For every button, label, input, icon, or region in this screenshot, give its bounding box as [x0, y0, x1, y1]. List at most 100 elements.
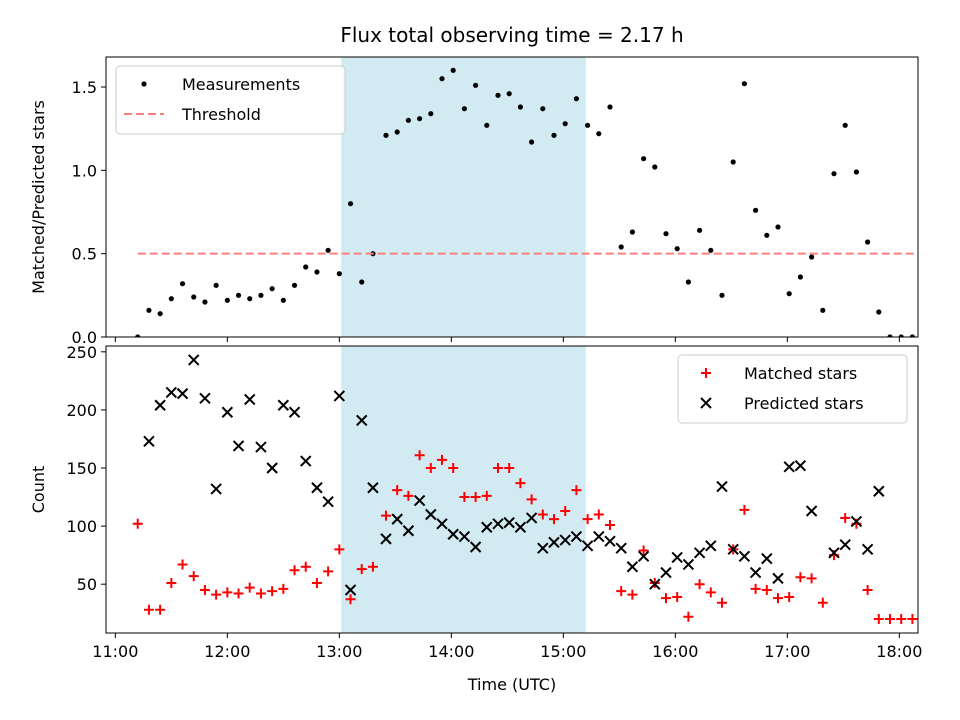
measurements-point: [224, 297, 230, 303]
measurements-point: [955, 334, 960, 339]
measurements-point: [417, 116, 423, 122]
legend-label: Measurements: [182, 75, 300, 94]
measurements-point: [495, 92, 501, 98]
y-tick-label-bottom: 250: [66, 343, 97, 362]
series-bottom: [132, 354, 960, 625]
measurements-point: [439, 76, 445, 82]
measurements-point: [135, 334, 141, 337]
observing-span-bottom: [341, 346, 586, 633]
matched-stars-point: [952, 608, 960, 618]
x-tick-label: 16:00: [652, 642, 698, 661]
matched-stars-point: [717, 597, 727, 608]
matched-stars-point: [222, 587, 233, 598]
measurements-point: [394, 129, 400, 135]
predicted-stars-point: [716, 480, 728, 493]
predicted-stars-point: [749, 566, 762, 579]
predicted-stars-point: [244, 393, 256, 406]
measurements-point: [473, 82, 479, 88]
x-tick-label: 12:00: [204, 642, 250, 661]
matched-stars-point: [515, 478, 526, 489]
y-tick-label-top: 0.0: [72, 328, 97, 347]
matched-stars-point: [334, 544, 345, 555]
predicted-stars-point: [548, 536, 560, 549]
matched-stars-point: [132, 518, 143, 529]
measurements-point: [517, 104, 524, 110]
matched-stars-point: [504, 463, 515, 474]
matched-stars-point: [155, 604, 166, 615]
chart-title: Flux total observing time = 2.17 h: [340, 23, 683, 47]
legend-bottom: Matched stars Predicted stars: [677, 354, 908, 424]
axis-ticks-bottom: 11:00 12:00 13:00 14:00 15:00 16:00 17:00 18:00…: [66, 343, 922, 661]
predicted-stars-point: [300, 455, 312, 467]
measurements-point: [753, 207, 759, 213]
measurements-point: [708, 247, 714, 253]
measurements-point: [697, 227, 703, 233]
matched-stars-point: [311, 578, 322, 589]
predicted-stars-point: [165, 386, 178, 399]
matched-stars-point: [323, 566, 334, 577]
matched-stars-point: [705, 587, 716, 598]
matched-stars-point: [582, 514, 593, 525]
legend-label: Threshold: [181, 105, 261, 124]
matched-stars-point: [627, 589, 638, 600]
predicted-stars-point: [469, 541, 482, 553]
plot-frame-top: [105, 56, 919, 338]
predicted-stars-point: [199, 392, 211, 404]
measurements-point: [932, 334, 937, 339]
predicted-stars-point: [232, 440, 245, 452]
matched-stars-point: [403, 490, 414, 501]
matched-stars-point: [672, 591, 683, 602]
predicted-stars-point: [458, 530, 471, 543]
measurements-point: [562, 121, 568, 127]
predicted-stars-point: [514, 521, 527, 533]
predicted-stars-point: [537, 542, 549, 554]
measurements-point: [652, 164, 658, 170]
measurements-point: [235, 292, 242, 298]
predicted-stars-point: [637, 550, 650, 563]
matched-stars-point: [549, 514, 559, 525]
measurements-point: [573, 96, 580, 102]
predicted-stars-point: [210, 483, 222, 495]
measurements-point: [764, 232, 770, 238]
matched-stars-point: [761, 585, 772, 596]
legend-label: Matched stars: [744, 364, 857, 383]
predicted-stars-point: [570, 530, 583, 543]
measurements-point: [674, 246, 680, 252]
x-tick-label: 14:00: [428, 642, 474, 661]
legend-label: Predicted stars: [744, 394, 864, 413]
matched-stars-point: [739, 504, 750, 515]
matched-stars-point: [750, 583, 761, 594]
panel-flux-ratio: 0.0 0.5 1.0 1.5 Matched/Predicted stars Mea…: [29, 56, 960, 347]
predicted-stars-point: [447, 528, 459, 540]
matched-stars-point: [470, 492, 481, 503]
matched-stars-point: [806, 573, 817, 584]
y-axis-label-top: Matched/Predicted stars: [29, 100, 48, 294]
matched-stars-point: [817, 597, 828, 608]
predicted-stars-point: [143, 435, 155, 447]
matched-stars-point: [177, 559, 188, 570]
measurements-point: [213, 282, 219, 288]
measurements-point: [428, 111, 434, 117]
predicted-stars-point: [727, 543, 739, 556]
predicted-stars-point: [176, 387, 189, 400]
y-tick-label-top: 1.0: [72, 161, 97, 180]
matched-stars-point: [278, 583, 289, 594]
measurements-point: [383, 132, 389, 138]
measurements-point: [596, 131, 602, 137]
predicted-stars-point: [593, 530, 605, 543]
predicted-stars-point: [503, 516, 515, 529]
predicted-stars-point: [861, 543, 874, 556]
matched-stars-point: [255, 588, 266, 599]
predicted-stars-point: [333, 390, 346, 402]
measurements-point: [887, 334, 893, 337]
measurements-point: [461, 106, 467, 112]
x-axis-label: Time (UTC): [467, 675, 556, 694]
x-tick-label: 13:00: [316, 642, 362, 661]
measurements-point: [921, 334, 926, 339]
legend-top: Measurements Threshold: [115, 65, 346, 135]
measurements-point: [629, 229, 636, 235]
matched-stars-point: [560, 505, 571, 516]
predicted-stars-point: [154, 399, 166, 411]
measurements-point: [303, 264, 309, 270]
predicted-stars-point: [693, 547, 706, 559]
